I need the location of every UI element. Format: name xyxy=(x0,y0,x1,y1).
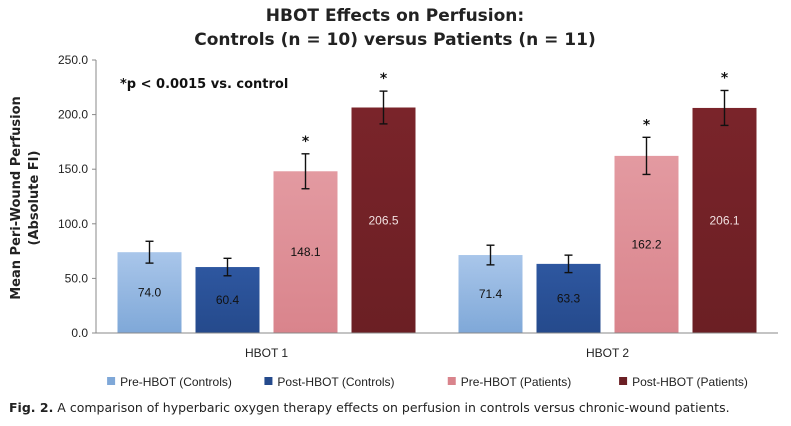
y-tick-label: 100.0 xyxy=(58,217,88,231)
legend-label: Pre-HBOT (Controls) xyxy=(120,375,232,389)
data-label: 71.4 xyxy=(479,287,503,301)
legend-swatch xyxy=(447,377,456,385)
bar-4-1 xyxy=(351,107,416,333)
y-tick-label: 250.0 xyxy=(58,53,88,67)
bar-1-1 xyxy=(117,252,182,333)
bar-1-2 xyxy=(458,255,523,333)
y-tick-label: 200.0 xyxy=(58,108,88,122)
data-label: 206.5 xyxy=(368,213,398,227)
data-label: 63.3 xyxy=(557,291,581,305)
legend-swatch xyxy=(107,377,116,385)
bar-3-2 xyxy=(614,155,679,333)
y-axis-label-line-2: (Absolute FI) xyxy=(27,151,42,246)
significance-annotation: *p < 0.0015 vs. control xyxy=(120,77,288,92)
significance-star: * xyxy=(380,71,388,87)
legend-swatch xyxy=(264,377,273,385)
legend-swatch xyxy=(619,377,628,385)
chart-title-line-2: Controls (n = 10) versus Patients (n = 1… xyxy=(194,30,595,50)
data-label: 74.0 xyxy=(138,286,162,300)
significance-star: * xyxy=(721,70,729,86)
y-axis-label-line-1: Mean Peri-Wound Perfusion xyxy=(9,96,24,300)
x-category-label: HBOT 2 xyxy=(586,346,629,360)
figure-caption: Fig. 2. A comparison of hyperbaric oxyge… xyxy=(9,400,789,415)
significance-star: * xyxy=(302,134,310,150)
data-label: 162.2 xyxy=(631,237,661,251)
bar-4-2 xyxy=(692,107,757,333)
legend-label: Post-HBOT (Controls) xyxy=(277,375,394,389)
data-label: 60.4 xyxy=(216,293,240,307)
bar-2-1 xyxy=(195,267,260,333)
bar-3-1 xyxy=(273,171,338,333)
legend-label: Post-HBOT (Patients) xyxy=(632,375,748,389)
y-tick-label: 50.0 xyxy=(65,271,89,285)
y-tick-label: 150.0 xyxy=(58,162,88,176)
bar-2-2 xyxy=(536,263,601,333)
x-category-label: HBOT 1 xyxy=(245,346,288,360)
chart-title-line-1: HBOT Effects on Perfusion: xyxy=(266,6,524,26)
significance-star: * xyxy=(643,117,651,133)
figure-label: Fig. 2. xyxy=(9,400,54,415)
data-label: 148.1 xyxy=(290,245,320,259)
data-label: 206.1 xyxy=(709,213,739,227)
caption-text: A comparison of hyperbaric oxygen therap… xyxy=(53,400,730,415)
chart: HBOT Effects on Perfusion: Controls (n =… xyxy=(9,6,778,389)
legend-label: Pre-HBOT (Patients) xyxy=(461,375,571,389)
y-tick-label: 0.0 xyxy=(71,326,88,340)
